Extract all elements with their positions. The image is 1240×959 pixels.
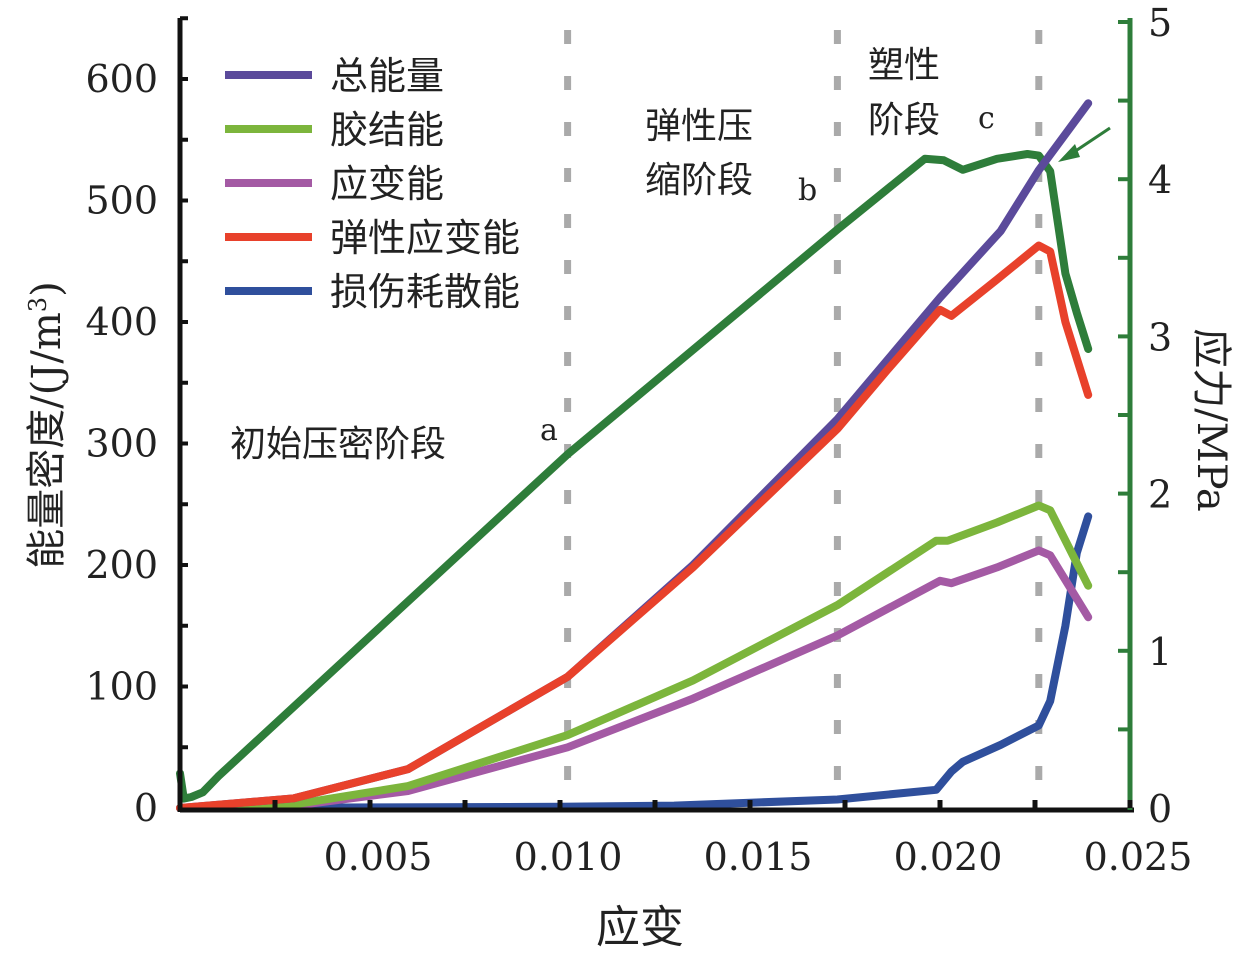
legend-label: 损伤耗散能 (330, 270, 520, 314)
stage-c-label-line2: 阶段 (868, 100, 940, 141)
legend-label: 胶结能 (330, 108, 444, 152)
legend-label: 应变能 (330, 162, 444, 206)
y-left-tick-label: 600 (85, 57, 158, 101)
legend-label: 弹性应变能 (330, 216, 520, 260)
series-line-2 (176, 546, 1093, 812)
y-left-tick-label: 100 (85, 665, 158, 709)
stage-c-letter: c (978, 101, 995, 136)
stage-a-label: 初始压密阶段 (230, 424, 446, 465)
y-right-tick-label: 2 (1148, 473, 1172, 517)
y-left-tick-label: 300 (85, 422, 158, 466)
legend-label: 总能量 (330, 54, 444, 98)
y-left-tick-label: 200 (85, 543, 158, 587)
y-left-tick-label: 500 (85, 179, 158, 223)
y-left-tick-label: 0 (134, 786, 158, 830)
x-axis-label: 应变 (596, 902, 684, 953)
stage-b-label-line2: 缩阶段 (645, 160, 753, 201)
stage-b-letter: b (798, 173, 817, 208)
y-right-tick-label: 3 (1148, 315, 1172, 359)
peak-arrow-icon (1058, 126, 1111, 162)
x-tick-label: 0.025 (1084, 835, 1193, 879)
stage-c-label-line1: 塑性 (868, 45, 940, 86)
y-right-axis-label: 应力/MPa (1188, 328, 1234, 511)
y-right-tick-label: 4 (1148, 158, 1172, 202)
stage-a-letter: a (540, 413, 558, 448)
series-line-4 (176, 512, 1093, 812)
x-tick-label: 0.015 (704, 835, 813, 879)
y-left-tick-label: 400 (85, 300, 158, 344)
stage-b-label-line1: 弹性压 (645, 106, 753, 147)
y-left-axis-label: 能量密度/(J/m3) (24, 281, 70, 568)
x-tick-label: 0.005 (324, 835, 433, 879)
x-tick-label: 0.010 (514, 835, 623, 879)
x-tick-label: 0.020 (894, 835, 1003, 879)
y-right-tick-label: 5 (1148, 1, 1172, 45)
y-right-tick-label: 1 (1148, 630, 1172, 674)
series-line-1 (176, 501, 1093, 812)
series-line-3 (176, 241, 1093, 812)
y-right-tick-label: 0 (1148, 787, 1172, 831)
series-line-5 (176, 150, 1093, 803)
